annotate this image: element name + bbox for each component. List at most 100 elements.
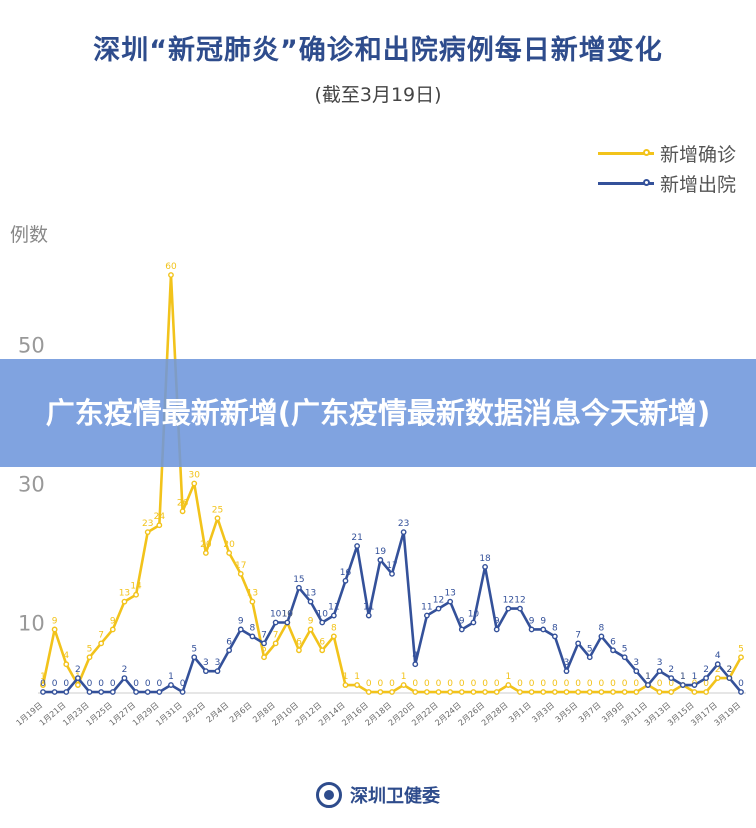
- data-point-discharged: [156, 689, 163, 695]
- data-point-confirmed: [377, 689, 384, 695]
- data-label-confirmed: 0: [517, 679, 523, 689]
- legend-item-confirmed: 新增确诊: [597, 138, 736, 168]
- data-point-discharged: [598, 633, 605, 640]
- data-point-confirmed: [307, 626, 314, 633]
- data-label-confirmed: 9: [110, 616, 116, 626]
- data-label-discharged: 9: [238, 616, 244, 626]
- x-tick-label: 2月4日: [205, 701, 231, 725]
- data-point-confirmed: [226, 550, 233, 556]
- data-point-discharged: [435, 605, 442, 612]
- data-label-confirmed: 0: [459, 679, 465, 689]
- data-label-discharged: 10: [468, 610, 480, 620]
- data-point-confirmed: [551, 689, 558, 695]
- data-point-confirmed: [261, 654, 267, 661]
- data-point-confirmed: [202, 550, 209, 556]
- data-point-discharged: [400, 529, 407, 536]
- data-point-confirmed: [272, 640, 279, 647]
- data-label-confirmed: 20: [223, 540, 235, 550]
- data-point-discharged: [621, 654, 628, 661]
- data-label-confirmed: 13: [247, 589, 258, 599]
- data-label-discharged: 12: [433, 596, 444, 606]
- data-label-discharged: 3: [657, 658, 663, 668]
- data-label-confirmed: 0: [599, 679, 605, 689]
- data-point-discharged: [528, 626, 535, 633]
- data-point-discharged: [307, 598, 314, 605]
- x-tick-label: 2月2日: [181, 701, 207, 725]
- data-label-confirmed: 9: [52, 616, 58, 626]
- legend-item-discharged: 新增出院: [597, 168, 736, 198]
- data-point-discharged: [470, 619, 477, 626]
- data-label-discharged: 13: [444, 589, 455, 599]
- data-point-discharged: [179, 689, 186, 695]
- data-point-confirmed: [191, 480, 198, 487]
- data-point-confirmed: [40, 682, 46, 688]
- data-label-discharged: 1: [680, 672, 686, 682]
- data-label-discharged: 6: [226, 637, 232, 647]
- y-tick-label: 50: [18, 334, 45, 358]
- chart-legend: 新增确诊 新增出院: [597, 138, 736, 198]
- data-label-confirmed: 6: [319, 637, 325, 647]
- chart-subtitle: (截至3月19日): [314, 84, 442, 106]
- data-label-confirmed: 0: [633, 679, 639, 689]
- data-label-discharged: 0: [180, 679, 186, 689]
- data-label-confirmed: 0: [575, 679, 581, 689]
- data-label-discharged: 10: [270, 610, 282, 620]
- legend-label-confirmed: 新增确诊: [659, 143, 736, 166]
- legend-swatch-discharged: [597, 178, 654, 186]
- data-label-confirmed: 4: [63, 651, 69, 661]
- data-point-confirmed: [668, 689, 675, 695]
- data-label-discharged: 23: [398, 519, 409, 529]
- data-point-discharged: [389, 570, 395, 577]
- data-point-discharged: [703, 675, 709, 681]
- data-label-discharged: 8: [599, 623, 605, 633]
- data-label-discharged: 11: [363, 603, 374, 613]
- data-point-confirmed: [575, 689, 582, 695]
- data-label-discharged: 13: [305, 589, 316, 599]
- overlay-banner: 广东疫情最新新增(广东疫情最新数据消息今天新增): [0, 359, 756, 467]
- data-label-discharged: 9: [459, 616, 465, 626]
- data-label-confirmed: 24: [154, 512, 166, 522]
- data-point-confirmed: [342, 682, 349, 688]
- data-label-discharged: 0: [110, 679, 116, 689]
- data-label-discharged: 2: [726, 665, 732, 675]
- y-tick-label: 30: [18, 473, 45, 497]
- data-point-discharged: [726, 675, 733, 681]
- data-point-confirmed: [121, 598, 128, 605]
- data-point-confirmed: [458, 689, 465, 695]
- data-point-discharged: [144, 689, 151, 695]
- series-line-confirmed: [41, 273, 743, 694]
- data-point-confirmed: [319, 647, 326, 654]
- data-label-confirmed: 25: [212, 505, 223, 515]
- data-point-discharged: [458, 626, 465, 633]
- data-point-discharged: [284, 619, 291, 626]
- data-point-discharged: [563, 668, 570, 675]
- data-label-discharged: 10: [282, 610, 294, 620]
- data-label-confirmed: 0: [540, 679, 546, 689]
- data-label-confirmed: 26: [177, 498, 189, 508]
- data-label-confirmed: 2: [715, 665, 721, 675]
- data-point-discharged: [51, 689, 58, 695]
- data-point-confirmed: [517, 689, 523, 695]
- data-label-discharged: 4: [715, 651, 721, 661]
- data-label-confirmed: 1: [401, 672, 407, 682]
- data-point-confirmed: [656, 689, 663, 695]
- y-axis-label: 例数: [10, 224, 48, 246]
- data-point-confirmed: [738, 654, 744, 661]
- data-point-confirmed: [249, 598, 256, 605]
- data-point-discharged: [63, 689, 70, 695]
- data-point-discharged: [354, 543, 360, 549]
- data-point-confirmed: [109, 626, 116, 633]
- data-label-discharged: 5: [191, 644, 197, 654]
- data-point-discharged: [656, 668, 663, 675]
- data-point-discharged: [168, 682, 174, 688]
- data-point-discharged: [86, 689, 93, 695]
- data-point-discharged: [191, 654, 198, 661]
- data-label-confirmed: 2: [726, 665, 732, 675]
- data-label-discharged: 3: [633, 658, 639, 668]
- data-point-discharged: [517, 605, 523, 612]
- data-label-confirmed: 0: [424, 679, 430, 689]
- data-label-confirmed: 17: [235, 561, 246, 571]
- data-point-confirmed: [714, 675, 721, 681]
- data-point-discharged: [377, 557, 384, 563]
- data-point-discharged: [714, 661, 721, 668]
